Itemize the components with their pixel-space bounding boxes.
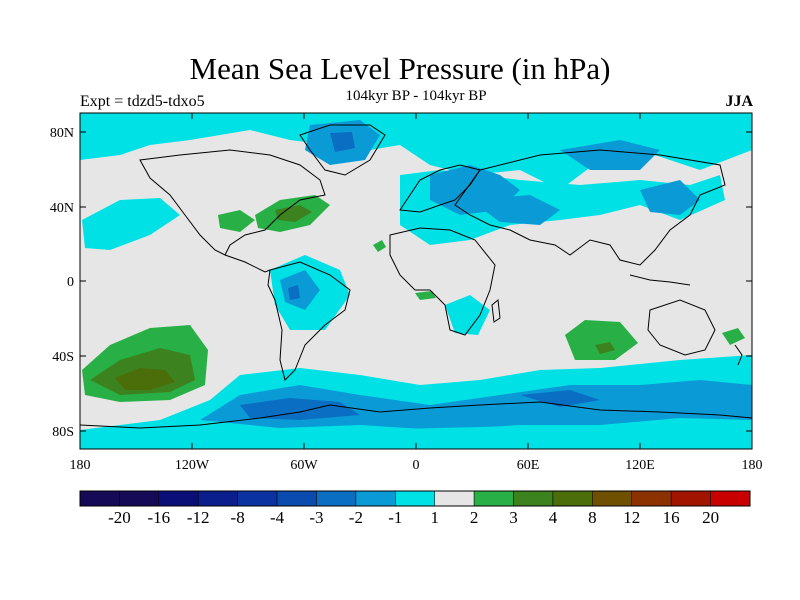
anomaly-siberia <box>560 140 660 170</box>
anomaly-southern-ocean-core <box>240 398 360 420</box>
colorbar-swatch <box>276 490 317 507</box>
colorbar-label: 8 <box>588 508 597 527</box>
anomaly-west-africa <box>373 240 386 252</box>
coast-south-america <box>267 261 351 381</box>
anomaly-arctic <box>80 113 752 190</box>
coastlines <box>80 124 752 429</box>
anomaly-north-pacific <box>82 198 180 250</box>
lon-label-180e: 180 <box>742 458 763 473</box>
anomaly-south-pacific-core <box>115 368 175 390</box>
colorbar-swatch <box>237 490 278 507</box>
coast-asia <box>454 149 726 266</box>
lat-label-80n: 80N <box>50 126 74 141</box>
coast-madagascar <box>491 299 501 323</box>
season-label: JJA <box>725 93 753 110</box>
colorbar-label: -8 <box>231 508 245 527</box>
lon-label-0: 0 <box>413 458 420 473</box>
colorbar-frame <box>79 490 751 507</box>
coast-indonesia <box>629 274 691 286</box>
axis-ticks <box>79 113 753 449</box>
anomaly-south-indian <box>565 320 638 360</box>
colorbar-swatch <box>79 490 120 507</box>
lat-label-40s: 40S <box>52 350 74 365</box>
coast-north-america <box>139 149 326 256</box>
experiment-label: Expt = tdzd5-tdxo5 <box>80 93 205 110</box>
anomaly-gulf-guinea <box>415 291 436 300</box>
lat-label-0: 0 <box>67 275 74 290</box>
anomaly-antarctica <box>80 425 752 449</box>
lon-label-120e: 120E <box>625 458 655 473</box>
anomaly-asia <box>470 195 560 225</box>
anomaly-south-america-core <box>288 285 300 300</box>
colorbar-label: 20 <box>702 508 719 527</box>
colorbar-swatch <box>592 490 633 507</box>
colorbar-swatch <box>119 490 160 507</box>
colorbar-label: -20 <box>108 508 131 527</box>
lat-label-40n: 40N <box>50 201 74 216</box>
anomaly-southern-africa <box>445 295 490 335</box>
colorbar-swatch <box>670 490 711 507</box>
chart-title: Mean Sea Level Pressure (in hPa) <box>189 51 611 86</box>
anomaly-south-indian-core <box>595 342 615 354</box>
lat-label-80s: 80S <box>52 425 74 440</box>
lon-label-60e: 60E <box>517 458 540 473</box>
colorbar-swatch <box>316 490 357 507</box>
colorbar-label: -12 <box>187 508 210 527</box>
colorbar-swatch <box>434 490 475 507</box>
anomaly-field <box>80 113 752 449</box>
colorbar-label: -1 <box>388 508 402 527</box>
anomaly-east-asia <box>640 180 700 215</box>
coast-central-america <box>224 254 271 273</box>
lon-label-180w: 180 <box>70 458 91 473</box>
coast-australia <box>647 299 716 356</box>
colorbar <box>79 490 751 507</box>
anomaly-greenland-core <box>330 132 355 152</box>
colorbar-label: -4 <box>270 508 285 527</box>
coast-greenland <box>299 124 386 176</box>
colorbar-label: 1 <box>430 508 439 527</box>
colorbar-label: 16 <box>663 508 680 527</box>
colorbar-swatch <box>197 490 238 507</box>
coast-new-zealand <box>734 344 743 366</box>
coast-africa <box>389 227 496 336</box>
colorbar-labels: -20 -16 -12 -8 -4 -3 -2 -1 1 2 3 4 8 12 16 20 <box>108 508 719 527</box>
colorbar-label: 4 <box>549 508 558 527</box>
colorbar-label: 12 <box>623 508 640 527</box>
colorbar-swatch <box>355 490 396 507</box>
colorbar-swatch <box>395 490 435 507</box>
colorbar-swatch <box>473 490 514 507</box>
colorbar-label: -16 <box>147 508 170 527</box>
coast-antarctica <box>80 401 752 429</box>
colorbar-swatch <box>513 490 554 507</box>
colorbar-label: -2 <box>349 508 363 527</box>
anomaly-southern-ocean-core-2 <box>520 390 600 407</box>
anomaly-central-america <box>218 210 255 232</box>
colorbar-swatch <box>552 490 593 507</box>
lon-label-120w: 120W <box>175 458 210 473</box>
colorbar-swatch <box>631 490 672 507</box>
colorbar-swatch <box>158 490 199 507</box>
colorbar-label: -3 <box>309 508 323 527</box>
colorbar-label: 3 <box>509 508 518 527</box>
chart-subtitle: 104kyr BP - 104kyr BP <box>345 88 487 104</box>
lon-label-60w: 60W <box>290 458 318 473</box>
colorbar-swatch <box>710 490 751 507</box>
anomaly-tasman <box>722 328 745 345</box>
colorbar-label: 2 <box>470 508 479 527</box>
anomaly-north-atlantic-core <box>275 205 312 222</box>
